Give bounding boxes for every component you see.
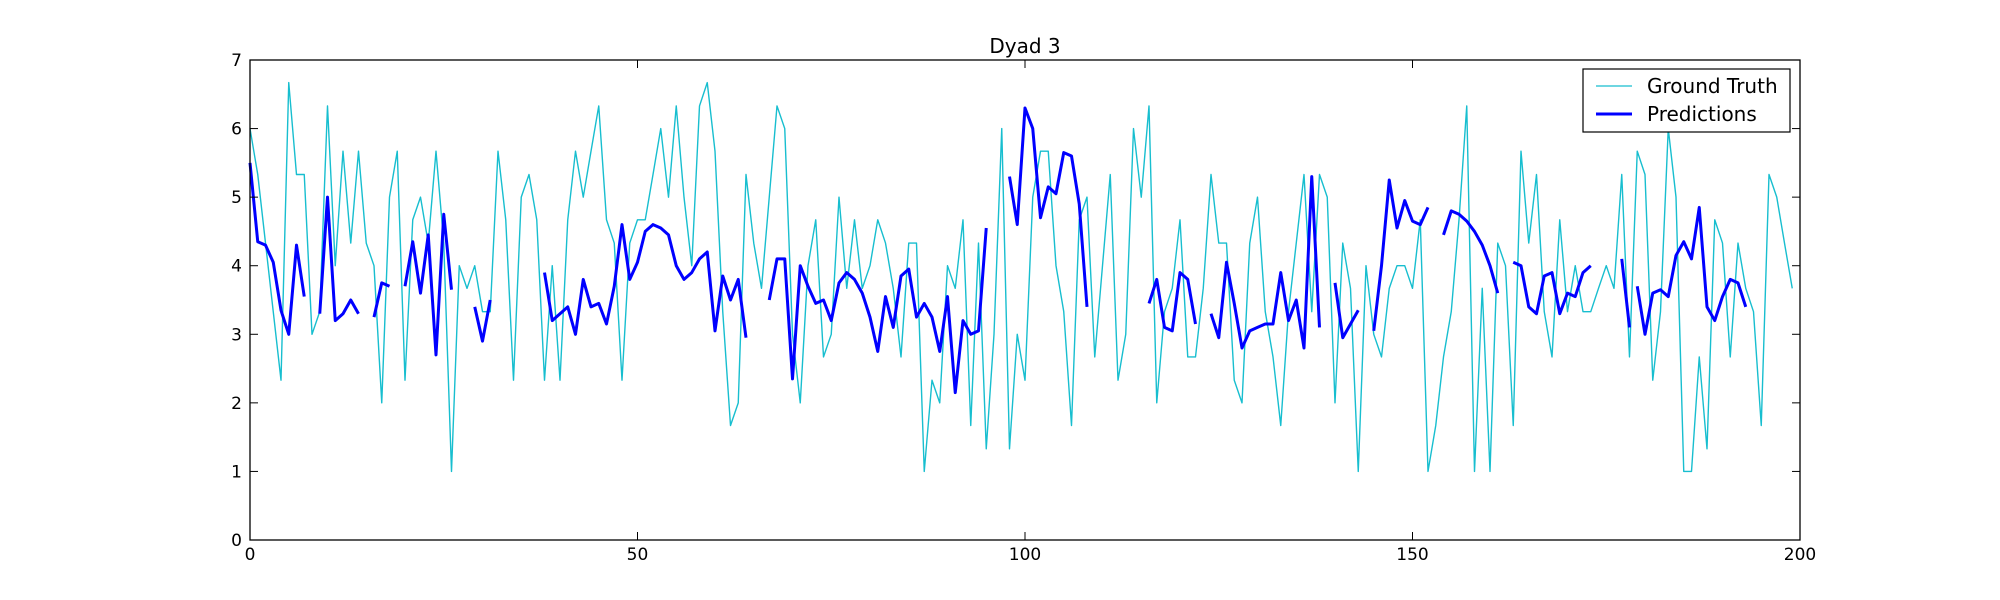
legend-box bbox=[1582, 68, 1791, 133]
series-line-predictions-segment bbox=[1008, 106, 1089, 307]
chart-title: Dyad 3 bbox=[989, 34, 1060, 58]
series-line-predictions-segment bbox=[1333, 282, 1360, 340]
x-tick-label: 100 bbox=[1009, 545, 1041, 565]
series-line-ground-truth bbox=[249, 81, 1793, 473]
x-tick-label: 200 bbox=[1784, 545, 1816, 565]
series-line-predictions-segment bbox=[473, 299, 492, 343]
series-line-predictions-segment bbox=[318, 195, 360, 323]
series-line-predictions-segment bbox=[1372, 178, 1430, 332]
y-tick-label: 5 bbox=[231, 188, 242, 208]
x-tick-label: 0 bbox=[245, 545, 256, 565]
y-tick-label: 7 bbox=[231, 51, 242, 71]
y-tick-label: 2 bbox=[231, 394, 242, 414]
series-line-predictions-segment bbox=[1620, 258, 1631, 328]
plot-background bbox=[250, 60, 1800, 540]
y-tick-label: 6 bbox=[231, 120, 242, 140]
ticks-layer: 0 50 100 150 200 0 1 2 3 4 5 6 7 bbox=[231, 51, 1816, 565]
series-line-predictions-segment bbox=[543, 223, 748, 338]
legend-label-ground-truth: Ground Truth bbox=[1647, 74, 1778, 98]
series-line-predictions-segment bbox=[767, 227, 988, 395]
series-line-predictions-segment bbox=[1209, 175, 1321, 350]
y-tick-label: 4 bbox=[231, 257, 242, 277]
legend-label-predictions: Predictions bbox=[1647, 102, 1757, 126]
plot-frame bbox=[249, 59, 1801, 541]
plot-area bbox=[248, 60, 1800, 540]
series-line-predictions-segment bbox=[1147, 271, 1197, 333]
legend: Ground Truth Predictions bbox=[1582, 68, 1791, 133]
y-tick-label: 3 bbox=[231, 325, 242, 345]
x-tick-label: 50 bbox=[627, 545, 649, 565]
series-layer bbox=[248, 81, 1793, 473]
series-line-predictions-segment bbox=[1512, 260, 1592, 316]
series-line-predictions-segment bbox=[372, 281, 391, 318]
series-line-predictions-segment bbox=[403, 212, 453, 357]
y-tick-label: 1 bbox=[231, 462, 242, 482]
y-tick-label: 0 bbox=[231, 531, 242, 551]
series-line-predictions-segment bbox=[1442, 209, 1500, 294]
series-line-predictions-segment bbox=[248, 162, 306, 336]
x-tick-label: 150 bbox=[1396, 545, 1428, 565]
series-line-predictions-segment bbox=[1635, 205, 1748, 336]
